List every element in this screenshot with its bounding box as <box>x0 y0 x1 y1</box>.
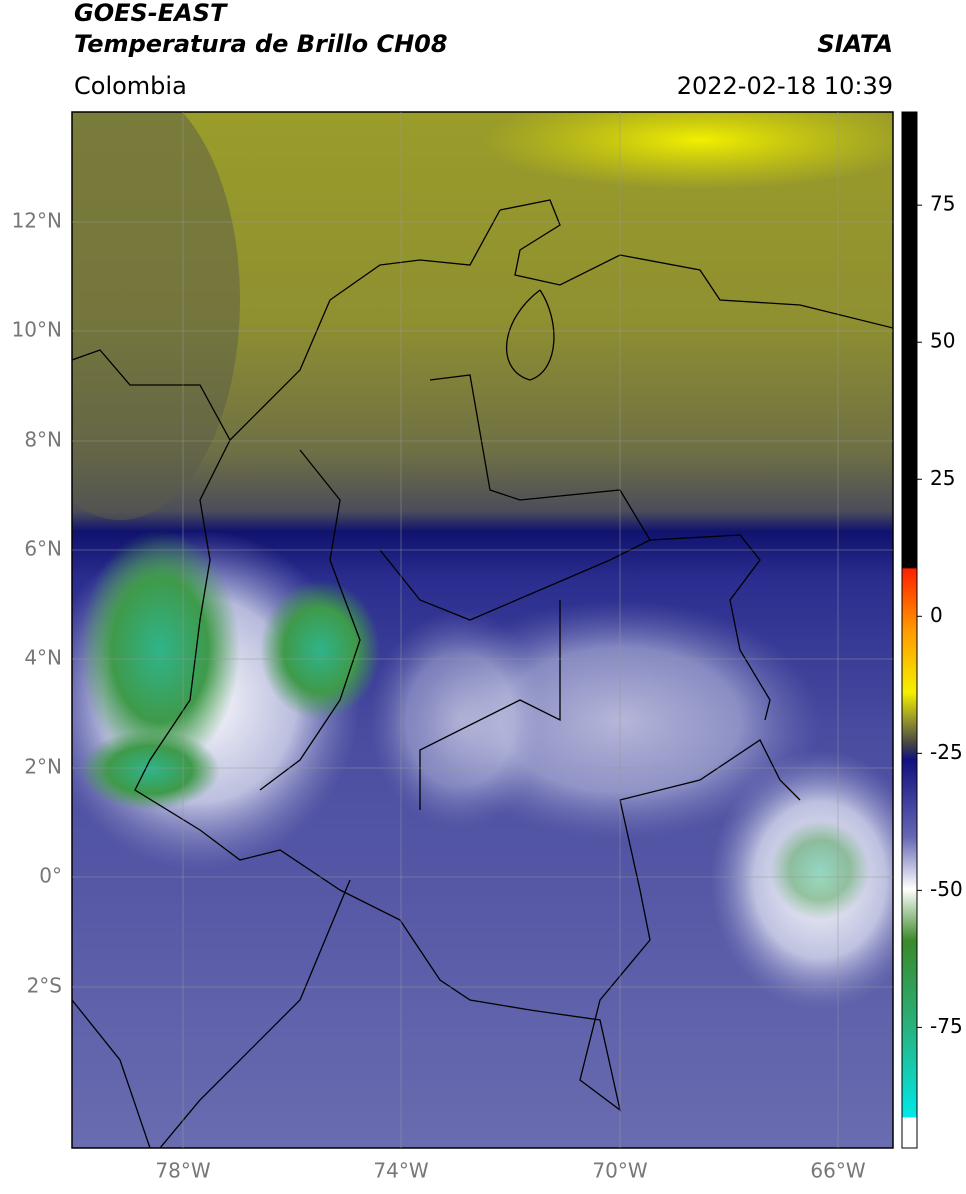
title: GOES-EAST <box>74 0 228 27</box>
lon-tick-label: 74°W <box>373 1159 428 1183</box>
map-frame <box>71 111 894 1149</box>
lon-tick-label: 78°W <box>155 1159 210 1183</box>
lat-tick-label: 2°N <box>24 755 62 779</box>
lat-tick-label: 8°N <box>24 428 62 452</box>
colorbar <box>901 111 918 1149</box>
lat-tick-label: 10°N <box>12 318 62 342</box>
colorbar-tick-label: 50 <box>930 329 955 353</box>
colorbar-tick-label: -50 <box>930 877 963 901</box>
lat-tick-label: 2°S <box>27 974 62 998</box>
lon-tick-label: 70°W <box>592 1159 647 1183</box>
datetime: 2022-02-18 10:39 <box>677 72 893 100</box>
lat-tick-label: 0° <box>39 864 62 888</box>
lat-tick-label: 12°N <box>12 209 62 233</box>
subtitle: Temperatura de Brillo CH08 <box>74 30 448 58</box>
colorbar-tick-label: 0 <box>930 603 943 627</box>
colorbar-tick-label: 75 <box>930 192 955 216</box>
region: Colombia <box>74 72 187 100</box>
lat-tick-label: 6°N <box>24 537 62 561</box>
lat-tick-label: 4°N <box>24 646 62 670</box>
colorbar-tick-label: -75 <box>930 1014 963 1038</box>
colorbar-tick-label: 25 <box>930 466 955 490</box>
satellite-image <box>72 112 893 1148</box>
colorbar-tick-label: -25 <box>930 740 963 764</box>
source: SIATA <box>817 30 893 58</box>
lon-tick-label: 66°W <box>810 1159 865 1183</box>
